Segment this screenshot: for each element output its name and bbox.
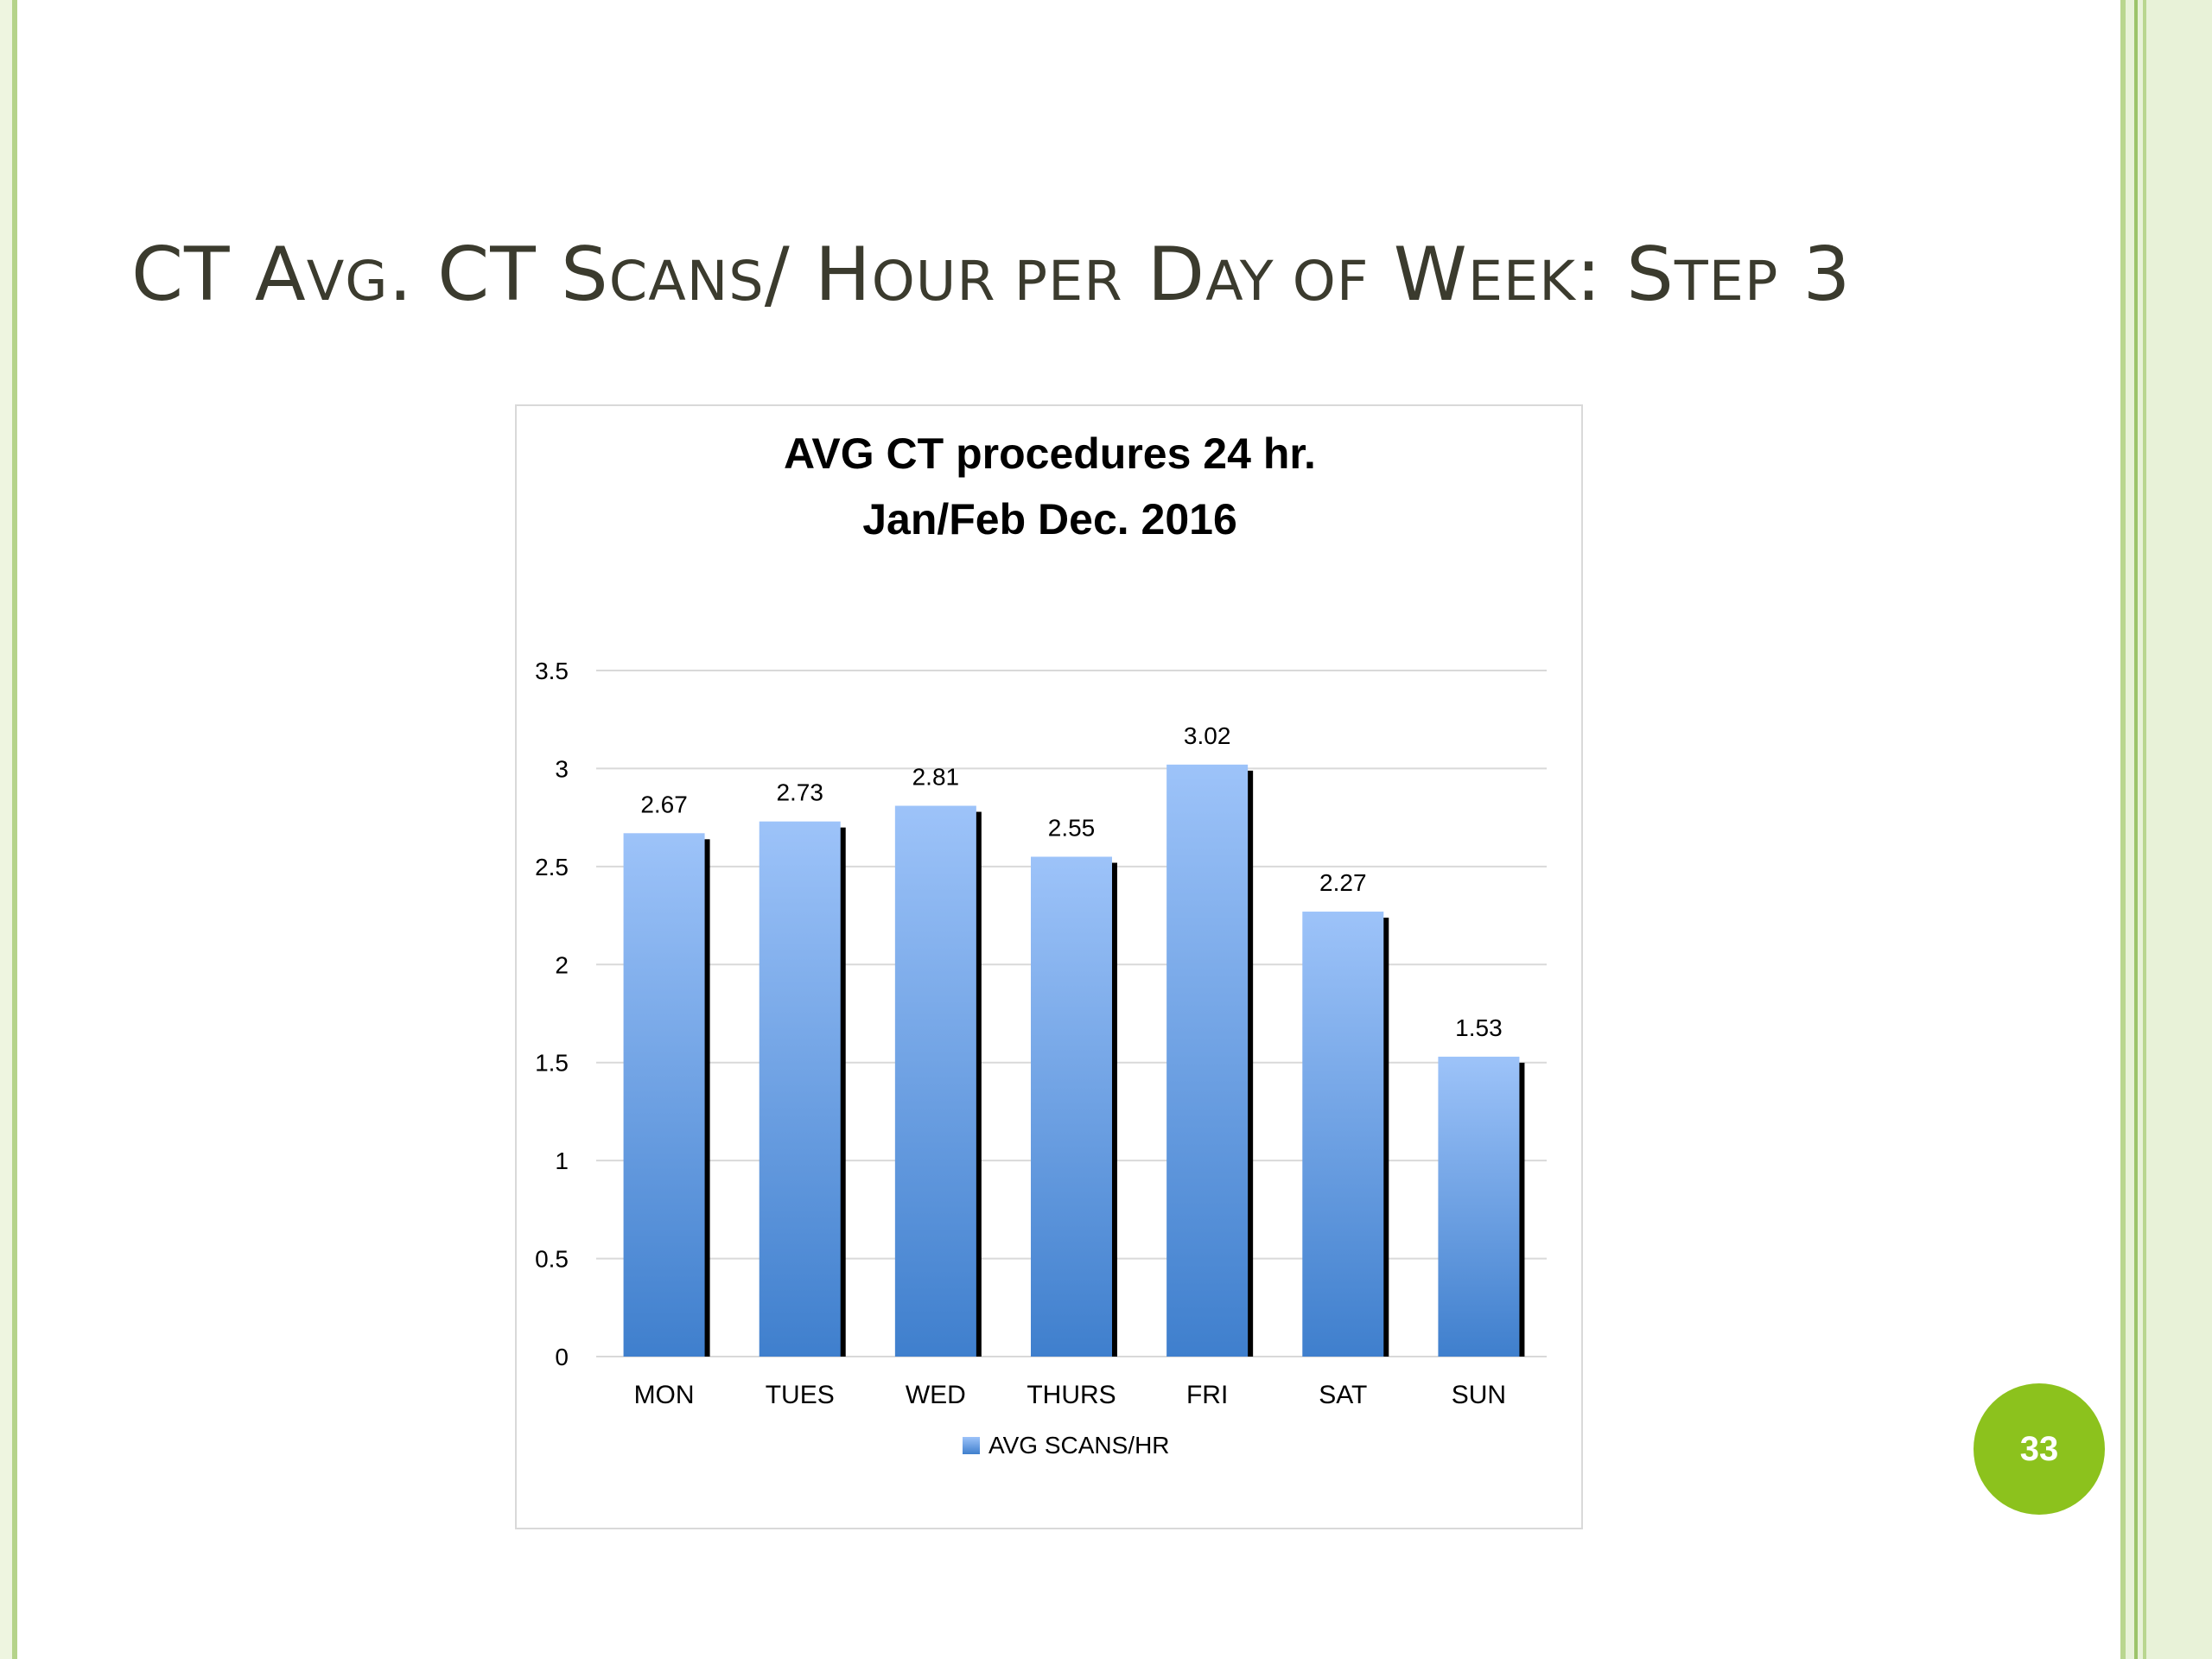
legend-swatch	[963, 1437, 980, 1454]
y-tick-label: 0.5	[535, 1246, 569, 1273]
title-segment: D	[1122, 232, 1206, 318]
bar-mon	[623, 833, 705, 1357]
y-tick-label: 1.5	[535, 1050, 569, 1077]
title-segment: TEP	[1674, 250, 1779, 314]
title-segment: VG	[306, 250, 389, 314]
title-segment: / H	[764, 232, 872, 318]
bar-chart: AVG CT procedures 24 hr. Jan/Feb Dec. 20…	[535, 429, 1547, 1459]
bar-thurs	[1031, 856, 1112, 1357]
title-segment: CT A	[131, 232, 307, 318]
title-segment: AY OF	[1205, 250, 1370, 314]
bar-value-label: 2.67	[640, 791, 688, 817]
right-border-decoration	[2115, 0, 2212, 1659]
chart-frame: AVG CT procedures 24 hr. Jan/Feb Dec. 20…	[515, 404, 1583, 1529]
chart-title-line-2: Jan/Feb Dec. 2016	[862, 495, 1237, 543]
legend-label: AVG SCANS/HR	[988, 1432, 1170, 1459]
bar-sat	[1302, 912, 1384, 1357]
bar-value-label: 1.53	[1455, 1014, 1503, 1041]
x-tick-label: FRI	[1186, 1381, 1228, 1409]
bar-value-label: 2.55	[1048, 815, 1096, 842]
bar-tues	[759, 821, 841, 1357]
bar-value-label: 2.73	[776, 779, 823, 806]
x-tick-label: WED	[906, 1381, 966, 1409]
y-tick-label: 0	[555, 1344, 569, 1370]
title-segment: . CT S	[388, 232, 609, 318]
title-segment: CANS	[608, 250, 765, 314]
x-tick-label: SAT	[1319, 1381, 1367, 1409]
y-tick-label: 1	[555, 1147, 569, 1174]
bar-value-label: 2.27	[1319, 869, 1367, 896]
x-tick-label: MON	[634, 1381, 695, 1409]
title-segment: EEK	[1467, 250, 1576, 314]
left-border-decoration	[0, 0, 24, 1659]
bar-wed	[894, 805, 976, 1357]
y-tick-label: 3.5	[535, 658, 569, 684]
x-tick-label: THURS	[1027, 1381, 1116, 1409]
chart-title-line-1: AVG CT procedures 24 hr.	[784, 429, 1316, 478]
bar-value-label: 2.81	[912, 764, 960, 791]
x-tick-label: SUN	[1452, 1381, 1506, 1409]
bar-value-label: 3.02	[1184, 722, 1231, 749]
title-segment: W	[1369, 232, 1468, 318]
y-tick-label: 2	[555, 951, 569, 978]
y-tick-label: 3	[555, 755, 569, 782]
title-segment: OUR PER	[871, 250, 1123, 314]
page-number-badge: 33	[1974, 1383, 2105, 1515]
title-segment: : S	[1575, 232, 1675, 318]
bar-sun	[1438, 1056, 1520, 1357]
slide-title: CT AVG. CT SCANS/ HOUR PER DAY OF WEEK: …	[131, 232, 1851, 318]
x-tick-label: TUES	[766, 1381, 835, 1409]
title-segment: 3	[1778, 232, 1852, 318]
y-tick-label: 2.5	[535, 854, 569, 880]
bar-fri	[1166, 764, 1249, 1357]
